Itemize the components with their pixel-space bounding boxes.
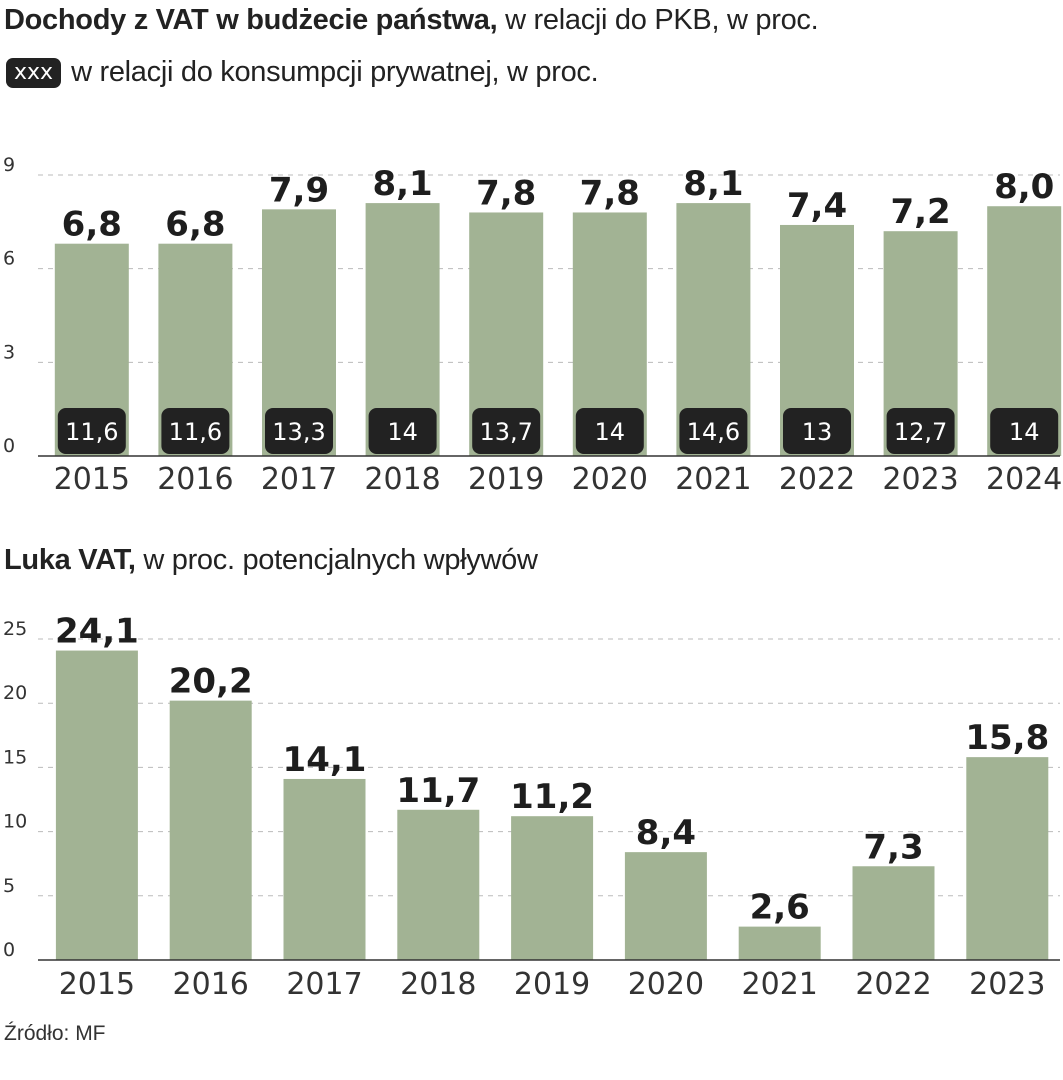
value-label-gdp: 7,2 bbox=[890, 192, 950, 232]
bar-vat-gap-2022 bbox=[852, 866, 935, 960]
y-tick-label: 10 bbox=[3, 811, 27, 833]
x-tick-label: 2017 bbox=[286, 967, 362, 1000]
value-label-consumption: 13,7 bbox=[479, 418, 532, 446]
x-tick-label: 2022 bbox=[855, 967, 931, 1000]
value-label-consumption: 14 bbox=[387, 418, 418, 446]
chart2-title-bold: Luka VAT, bbox=[4, 544, 136, 576]
x-tick-label: 2023 bbox=[969, 967, 1045, 1000]
x-tick-label: 2023 bbox=[882, 462, 958, 497]
x-tick-label: 2019 bbox=[514, 967, 590, 1000]
chart2-vat-gap: 0 5 10 15 20 25 24,1 2015 20,2 2016 14,1 2017 11,7 20… bbox=[3, 612, 1060, 1000]
legend: xxx w relacji do konsumpcji prywatnej, w … bbox=[6, 56, 599, 88]
x-tick-label: 2020 bbox=[628, 967, 704, 1000]
x-tick-label: 2018 bbox=[400, 967, 476, 1000]
bar-vat-gap-2018 bbox=[397, 809, 480, 960]
x-tick-label: 2020 bbox=[572, 462, 648, 497]
value-label-gdp: 7,4 bbox=[787, 186, 847, 226]
chart1-vat-revenue: 0 3 6 9 6,8 11,6 2015 6,8 11,6 2016 7,9 13,3 2017 8,1… bbox=[3, 154, 1062, 497]
value-label-vat-gap: 11,2 bbox=[510, 777, 594, 817]
y-tick-label: 15 bbox=[3, 746, 27, 768]
value-label-vat-gap: 8,4 bbox=[636, 813, 696, 853]
badge-consumption-2021 bbox=[679, 408, 748, 454]
x-tick-label: 2018 bbox=[364, 462, 440, 497]
badge-consumption-2015 bbox=[57, 408, 126, 454]
y-tick-label: 25 bbox=[3, 618, 27, 640]
value-label-vat-gap: 7,3 bbox=[863, 827, 923, 867]
y-tick-label: 0 bbox=[3, 435, 15, 457]
bar-vat-gap-2019 bbox=[511, 816, 594, 960]
source-note: Źródło: MF bbox=[4, 1022, 106, 1045]
value-label-gdp: 8,1 bbox=[683, 164, 743, 204]
x-tick-label: 2016 bbox=[157, 462, 233, 497]
value-label-vat-gap: 15,8 bbox=[965, 718, 1049, 758]
y-tick-label: 0 bbox=[3, 939, 15, 961]
value-label-gdp: 6,8 bbox=[62, 205, 122, 245]
y-tick-label: 9 bbox=[3, 154, 15, 176]
value-label-consumption: 14 bbox=[595, 418, 626, 446]
x-tick-label: 2021 bbox=[742, 967, 818, 1000]
badge-consumption-2020 bbox=[575, 408, 644, 454]
bar-vat-gap-2015 bbox=[55, 650, 138, 960]
value-label-consumption: 12,7 bbox=[894, 418, 947, 446]
value-label-vat-gap: 11,7 bbox=[396, 771, 480, 811]
value-label-consumption: 14 bbox=[1009, 418, 1040, 446]
bar-vat-gap-2017 bbox=[283, 778, 366, 960]
value-label-consumption: 14,6 bbox=[687, 418, 740, 446]
bar-vat-gap-2020 bbox=[624, 852, 707, 960]
value-label-consumption: 11,6 bbox=[65, 418, 118, 446]
value-label-vat-gap: 20,2 bbox=[169, 662, 253, 702]
x-tick-label: 2017 bbox=[261, 462, 337, 497]
x-tick-label: 2016 bbox=[173, 967, 249, 1000]
value-label-gdp: 8,0 bbox=[994, 167, 1054, 207]
chart2-title-rest: w proc. potencjalnych wpływów bbox=[135, 544, 538, 576]
chart1-title-bold: Dochody z VAT w budżecie państwa, bbox=[4, 4, 498, 36]
y-tick-label: 6 bbox=[3, 248, 15, 270]
value-label-vat-gap: 2,6 bbox=[750, 888, 810, 928]
x-tick-label: 2021 bbox=[675, 462, 751, 497]
legend-swatch: xxx bbox=[6, 57, 62, 88]
value-label-consumption: 13,3 bbox=[272, 418, 325, 446]
bar-vat-gap-2016 bbox=[169, 700, 252, 960]
x-tick-label: 2022 bbox=[779, 462, 855, 497]
value-label-gdp: 6,8 bbox=[165, 205, 225, 245]
value-label-vat-gap: 24,1 bbox=[55, 612, 139, 652]
value-label-consumption: 11,6 bbox=[169, 418, 222, 446]
value-label-consumption: 13 bbox=[802, 418, 833, 446]
value-label-gdp: 8,1 bbox=[372, 164, 432, 204]
bar-vat-gap-2023 bbox=[966, 757, 1049, 960]
value-label-gdp: 7,9 bbox=[269, 170, 329, 210]
y-tick-label: 5 bbox=[3, 875, 15, 897]
value-label-gdp: 7,8 bbox=[580, 173, 640, 213]
y-tick-label: 3 bbox=[3, 341, 15, 363]
value-label-gdp: 7,8 bbox=[476, 173, 536, 213]
x-tick-label: 2024 bbox=[986, 462, 1062, 497]
bar-vat-gap-2021 bbox=[738, 926, 821, 960]
y-tick-label: 20 bbox=[3, 682, 27, 704]
chart1-title: Dochody z VAT w budżecie państwa, w rela… bbox=[4, 4, 819, 37]
chart2-title: Luka VAT, w proc. potencjalnych wpływów bbox=[4, 544, 538, 577]
badge-consumption-2018 bbox=[368, 408, 437, 454]
badge-consumption-2024 bbox=[990, 408, 1059, 454]
badge-consumption-2016 bbox=[161, 408, 230, 454]
x-tick-label: 2015 bbox=[54, 462, 130, 497]
x-tick-label: 2019 bbox=[468, 462, 544, 497]
badge-consumption-2017 bbox=[265, 408, 333, 454]
badge-consumption-2019 bbox=[472, 408, 541, 454]
chart1-title-rest: w relacji do PKB, w proc. bbox=[497, 4, 819, 36]
legend-text: w relacji do konsumpcji prywatnej, w pro… bbox=[71, 56, 599, 88]
value-label-vat-gap: 14,1 bbox=[283, 740, 367, 780]
x-tick-label: 2015 bbox=[59, 967, 135, 1000]
badge-consumption-2023 bbox=[886, 408, 955, 454]
badge-consumption-2022 bbox=[783, 408, 851, 454]
